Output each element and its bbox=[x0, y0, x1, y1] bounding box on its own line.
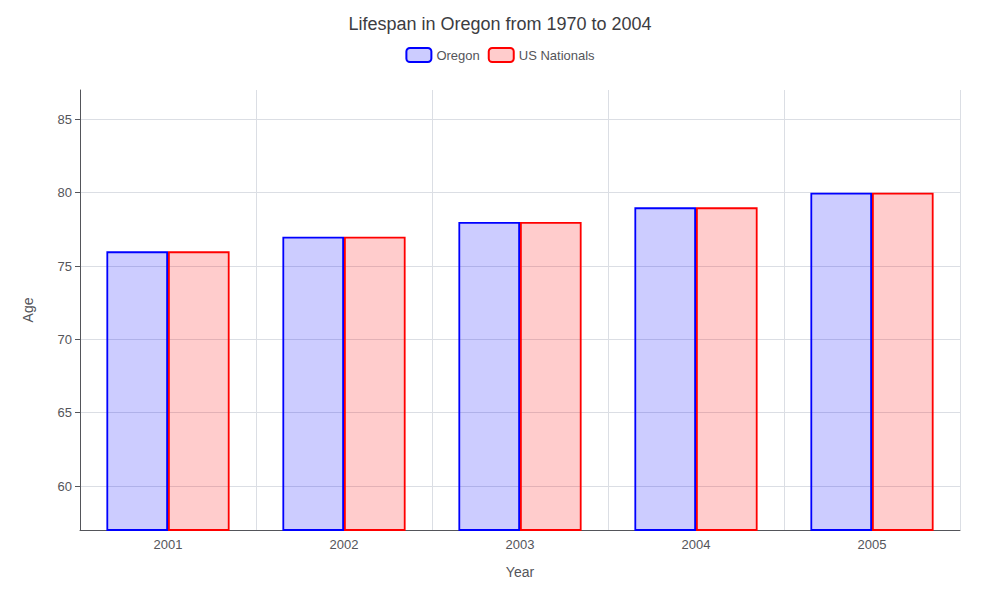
svg-text:85: 85 bbox=[58, 112, 72, 127]
svg-text:US Nationals: US Nationals bbox=[519, 48, 595, 63]
svg-text:Oregon: Oregon bbox=[436, 48, 479, 63]
svg-text:Age: Age bbox=[20, 297, 36, 322]
svg-text:60: 60 bbox=[58, 479, 72, 494]
svg-text:2001: 2001 bbox=[154, 537, 183, 552]
svg-text:2005: 2005 bbox=[858, 537, 887, 552]
svg-text:Year: Year bbox=[506, 564, 535, 580]
svg-text:80: 80 bbox=[58, 185, 72, 200]
svg-text:Lifespan in Oregon from 1970 t: Lifespan in Oregon from 1970 to 2004 bbox=[348, 14, 651, 34]
svg-text:2002: 2002 bbox=[330, 537, 359, 552]
svg-text:75: 75 bbox=[58, 259, 72, 274]
svg-text:65: 65 bbox=[58, 405, 72, 420]
svg-text:2003: 2003 bbox=[506, 537, 535, 552]
svg-text:2004: 2004 bbox=[682, 537, 711, 552]
svg-text:70: 70 bbox=[58, 332, 72, 347]
